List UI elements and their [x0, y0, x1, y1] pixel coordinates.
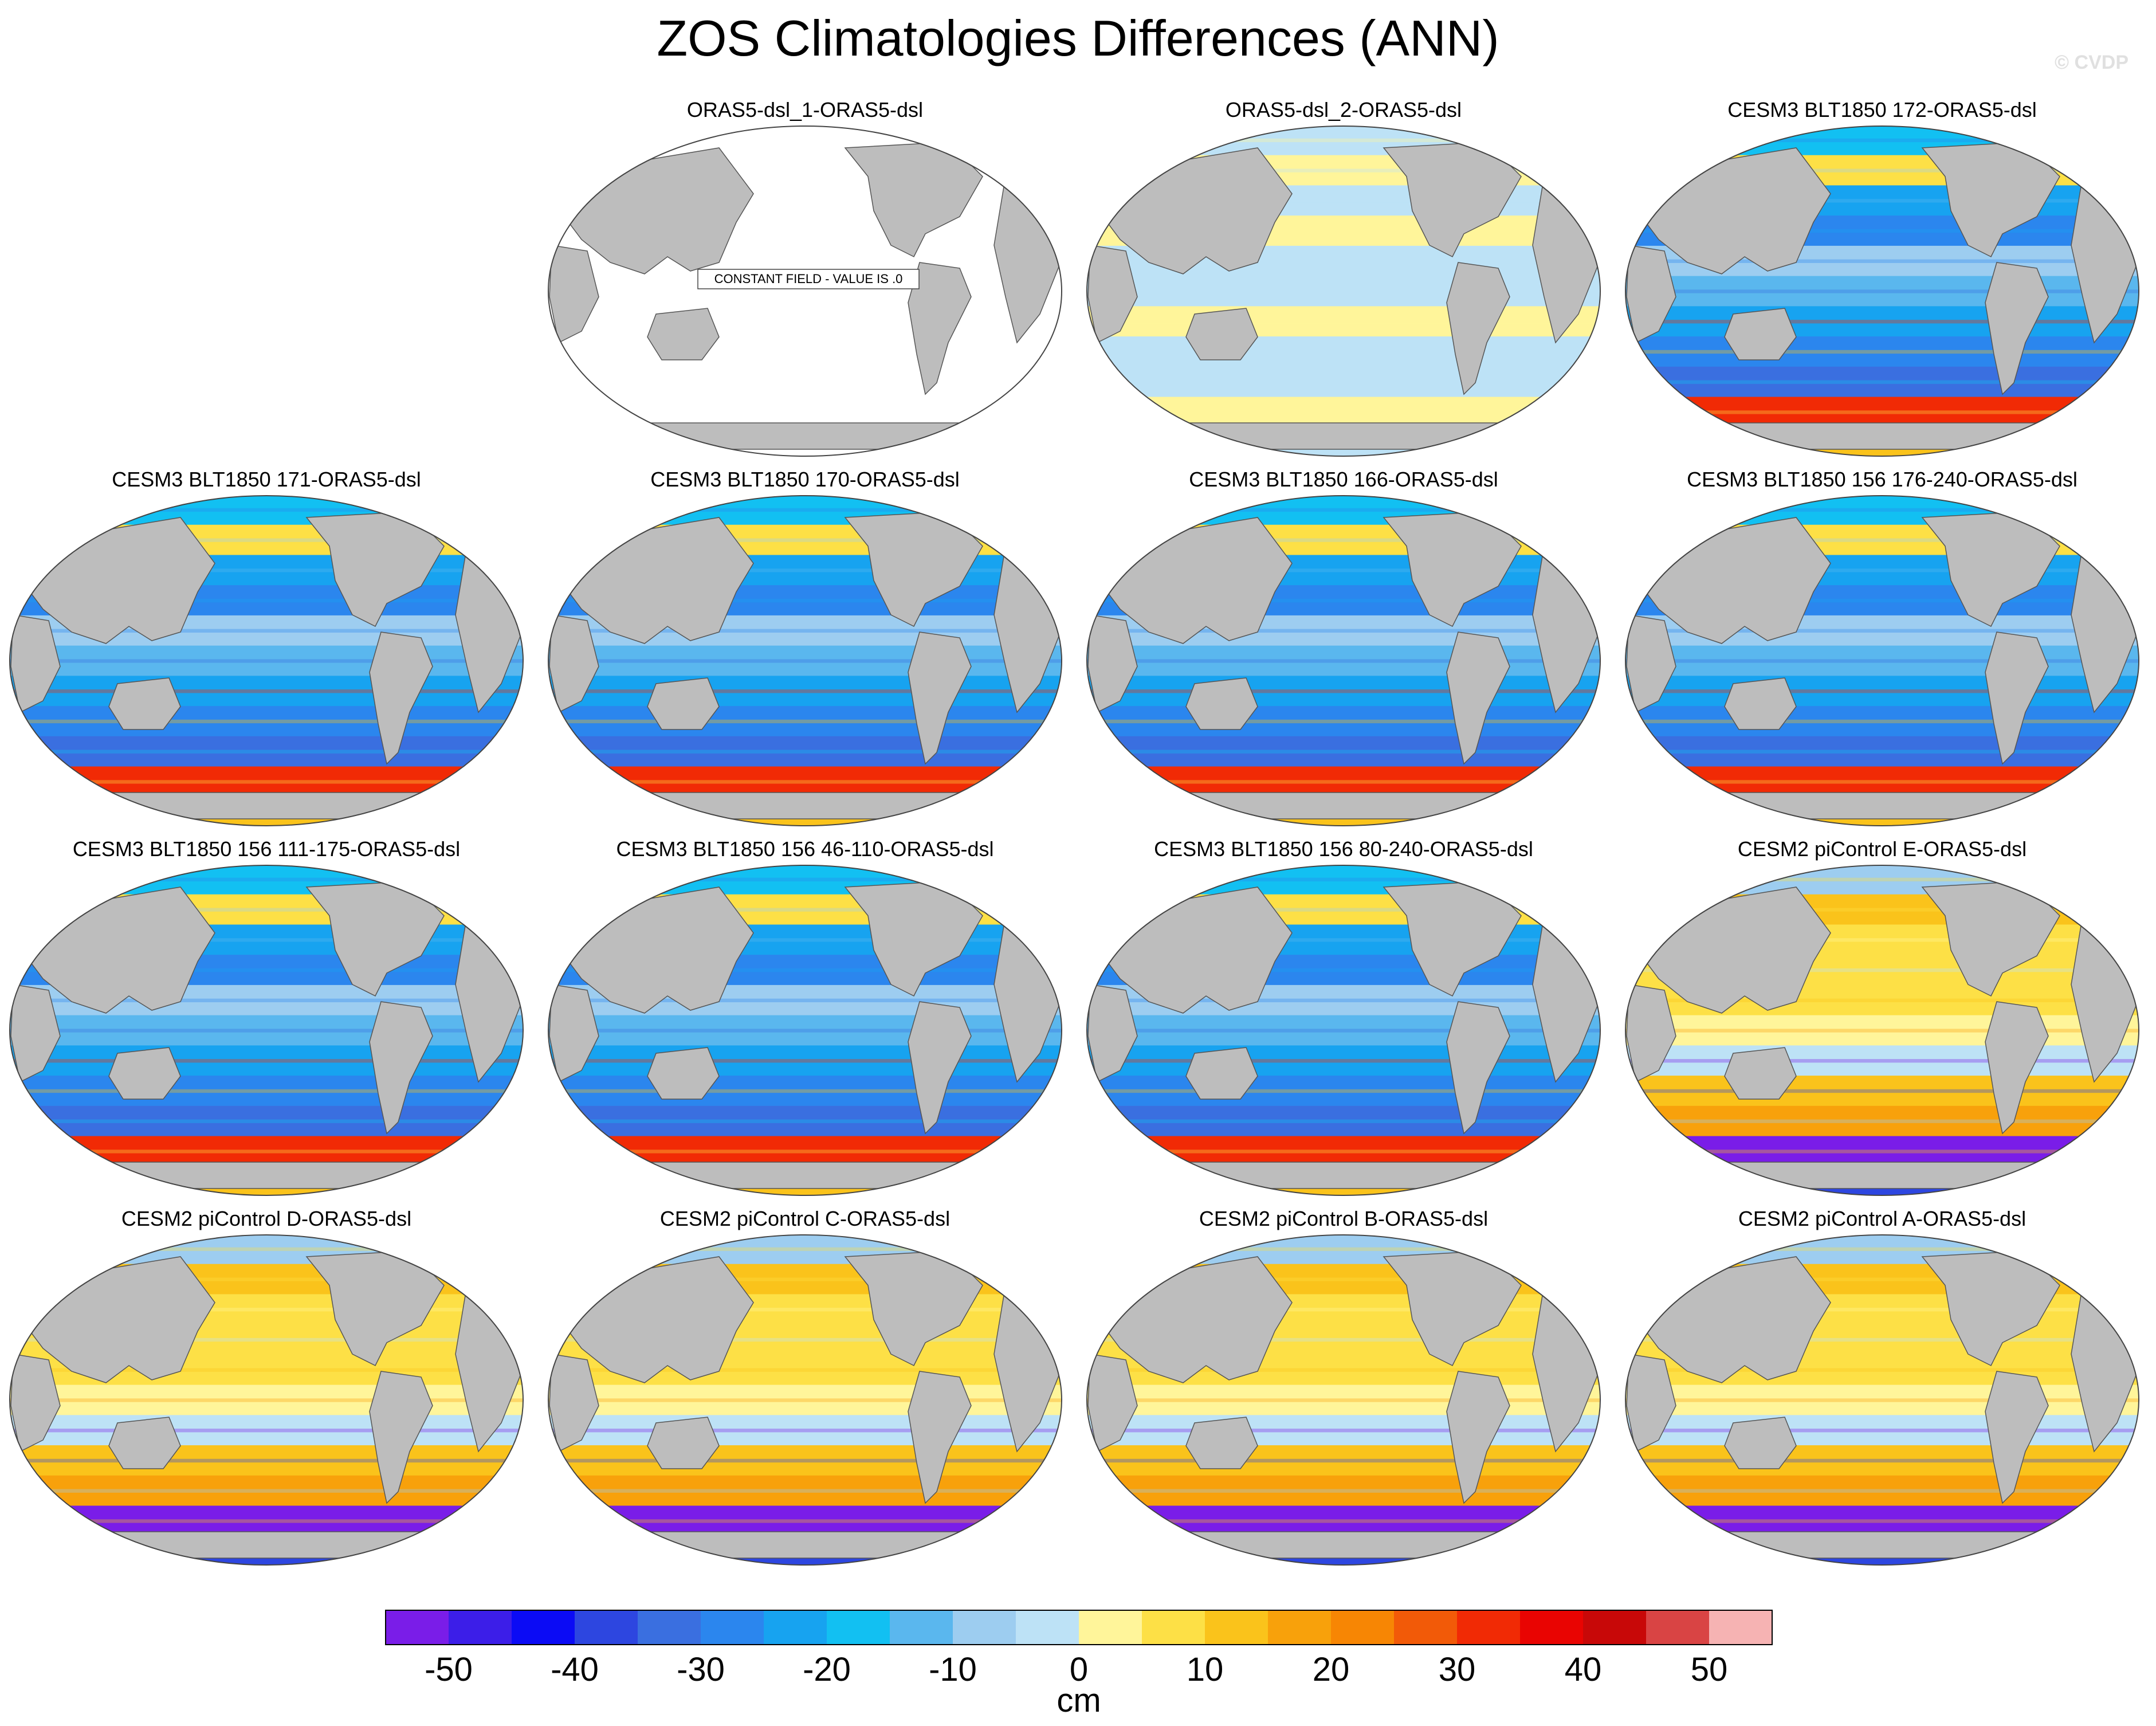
colorbar-swatch	[1016, 1610, 1079, 1645]
colorbar-swatch	[764, 1610, 827, 1645]
map-globe	[1625, 125, 2139, 457]
colorbar-swatch	[1205, 1610, 1269, 1645]
colorbar-swatch	[1457, 1610, 1521, 1645]
panel-title: CESM2 piControl C-ORAS5-dsl	[659, 1207, 951, 1230]
panel-title: CESM3 BLT1850 172-ORAS5-dsl	[1727, 98, 2037, 121]
map-panel: CESM2 piControl E-ORAS5-dsl	[1624, 837, 2140, 1203]
map-panel: ORAS5-dsl_1-ORAS5-dsl CONSTANT FIELD - VA…	[547, 97, 1063, 464]
map-globe	[1086, 495, 1601, 826]
colorbar-swatch	[1142, 1610, 1205, 1645]
colorbar-tick-label: 20	[1313, 1651, 1350, 1688]
colorbar-swatch	[890, 1610, 953, 1645]
colorbar-tick-label: -30	[677, 1651, 725, 1688]
figure-title: ZOS Climatologies Differences (ANN)	[657, 10, 1499, 66]
map-globe	[548, 495, 1062, 826]
panel-title: CESM2 piControl D-ORAS5-dsl	[121, 1207, 412, 1230]
colorbar-tick-label: -10	[929, 1651, 977, 1688]
map-panel: CESM3 BLT1850 156 46-110-ORAS5-dsl	[547, 837, 1063, 1203]
map-panel: CESM3 BLT1850 156 111-175-ORAS5-dsl	[9, 837, 524, 1203]
watermark: © CVDP	[2055, 52, 2128, 73]
panel-title: CESM3 BLT1850 166-ORAS5-dsl	[1189, 468, 1498, 491]
colorbar-swatch	[953, 1610, 1016, 1645]
panel-title: ORAS5-dsl_2-ORAS5-dsl	[1225, 98, 1462, 121]
map-globe	[9, 1234, 524, 1566]
colorbar-swatch	[386, 1610, 449, 1645]
panel-title: CESM2 piControl E-ORAS5-dsl	[1737, 837, 2027, 861]
panel-title: CESM2 piControl A-ORAS5-dsl	[1738, 1207, 2027, 1230]
map-panel: CESM2 piControl A-ORAS5-dsl	[1624, 1206, 2140, 1573]
colorbar-tick-label: 30	[1439, 1651, 1476, 1688]
colorbar-swatch	[449, 1610, 512, 1645]
map-panel: CESM2 piControl D-ORAS5-dsl	[9, 1206, 524, 1573]
colorbar-swatch	[1709, 1610, 1773, 1645]
colorbar-swatch	[1331, 1610, 1395, 1645]
colorbar-unit: cm	[1057, 1682, 1101, 1716]
panel-title: CESM3 BLT1850 170-ORAS5-dsl	[650, 468, 960, 491]
colorbar-tick-label: -20	[803, 1651, 851, 1688]
colorbar-tick-label: -40	[551, 1651, 599, 1688]
map-globe	[1625, 865, 2139, 1196]
panel-title: CESM3 BLT1850 156 176-240-ORAS5-dsl	[1687, 468, 2078, 491]
map-panel: CESM2 piControl B-ORAS5-dsl	[1086, 1206, 1601, 1573]
map-globe	[1086, 865, 1601, 1196]
map-globe	[9, 865, 524, 1196]
constant-field-note: CONSTANT FIELD - VALUE IS .0	[714, 272, 903, 286]
map-panel: CESM3 BLT1850 156 176-240-ORAS5-dsl	[1624, 467, 2140, 834]
map-panel: CESM2 piControl C-ORAS5-dsl	[547, 1206, 1063, 1573]
colorbar-swatch	[1268, 1610, 1332, 1645]
colorbar-swatch	[1394, 1610, 1458, 1645]
colorbar-swatch	[1520, 1610, 1584, 1645]
colorbar-swatch	[827, 1610, 890, 1645]
colorbar-swatch	[638, 1610, 701, 1645]
map-globe	[1625, 1234, 2139, 1566]
colorbar-tick-label: 40	[1565, 1651, 1602, 1688]
colorbar-swatch	[701, 1610, 764, 1645]
colorbar-tick-label: 50	[1691, 1651, 1728, 1688]
map-panel: CESM3 BLT1850 170-ORAS5-dsl	[547, 467, 1063, 834]
colorbar-swatch	[512, 1610, 575, 1645]
map-panel: CESM3 BLT1850 156 80-240-ORAS5-dsl	[1086, 837, 1601, 1203]
colorbar-tick-label: 0	[1070, 1651, 1088, 1688]
colorbar: -50 -40 -30 -20 -10 0 10 20 30 40 50 cm	[385, 1610, 1773, 1716]
panel-title: ORAS5-dsl_1-ORAS5-dsl	[686, 98, 924, 121]
colorbar-swatch	[575, 1610, 638, 1645]
panel-title: CESM2 piControl B-ORAS5-dsl	[1199, 1207, 1489, 1230]
map-globe	[548, 865, 1062, 1196]
panel-title: CESM3 BLT1850 156 46-110-ORAS5-dsl	[616, 837, 994, 861]
panel-title: CESM3 BLT1850 156 111-175-ORAS5-dsl	[72, 837, 461, 861]
map-globe: CONSTANT FIELD - VALUE IS .0	[548, 125, 1062, 457]
map-panel: CESM3 BLT1850 166-ORAS5-dsl	[1086, 467, 1601, 834]
map-globe	[9, 495, 524, 826]
map-panel: ORAS5-dsl_2-ORAS5-dsl	[1086, 97, 1601, 464]
panel-title: CESM3 BLT1850 156 80-240-ORAS5-dsl	[1154, 837, 1533, 861]
colorbar-swatch	[1646, 1610, 1710, 1645]
map-globe	[1086, 125, 1601, 457]
colorbar-swatch	[1583, 1610, 1647, 1645]
map-panel: CESM3 BLT1850 171-ORAS5-dsl	[9, 467, 524, 834]
map-globe	[1086, 1234, 1601, 1566]
colorbar-tick-label: -50	[425, 1651, 473, 1688]
colorbar-swatch	[1079, 1610, 1142, 1645]
panel-title: CESM3 BLT1850 171-ORAS5-dsl	[112, 468, 421, 491]
map-globe	[548, 1234, 1062, 1566]
map-panel: CESM3 BLT1850 172-ORAS5-dsl	[1624, 97, 2140, 464]
colorbar-tick-label: 10	[1187, 1651, 1224, 1688]
map-globe	[1625, 495, 2139, 826]
